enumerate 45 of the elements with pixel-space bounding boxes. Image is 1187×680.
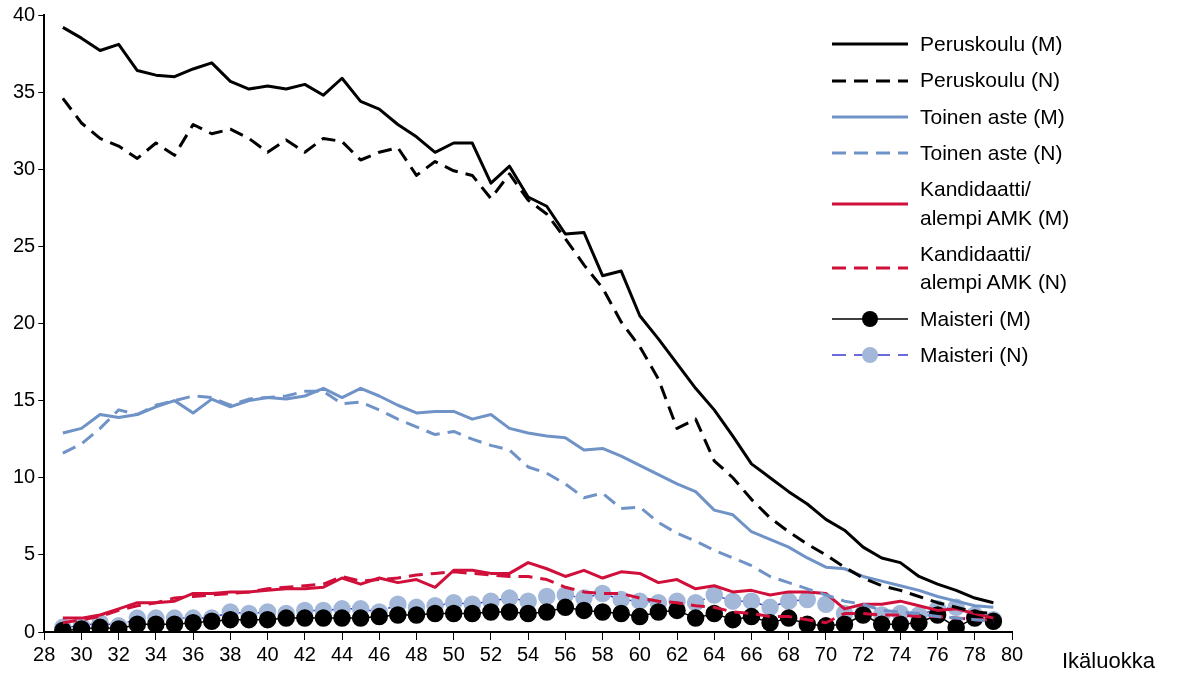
x-tick-label: 78: [963, 642, 986, 665]
x-tick-label: 72: [851, 642, 875, 665]
x-tick-label: 68: [777, 642, 800, 665]
legend-label: Kandidaatti/ alempi AMK (N): [920, 241, 1069, 296]
y-tick-label: 25: [13, 233, 36, 256]
y-tick-label: 15: [13, 388, 36, 411]
x-tick-label: 80: [1000, 642, 1024, 665]
x-tick-label: 56: [554, 642, 577, 665]
legend-label: Peruskoulu (N): [920, 67, 1062, 94]
x-tick-label: 50: [442, 642, 465, 665]
x-tick-label: 62: [665, 642, 689, 665]
x-tick-label: 32: [107, 642, 130, 665]
x-tick-label: 42: [293, 642, 316, 665]
y-tick-label: 20: [13, 311, 36, 334]
legend-label: Kandidaatti/ alempi AMK (M): [920, 176, 1071, 231]
x-axis-title: Ikäluokka: [1062, 648, 1155, 674]
y-tick-label: 5: [24, 542, 36, 565]
y-tick-label: 10: [13, 465, 36, 488]
x-tick-label: 36: [182, 642, 205, 665]
x-tick-label: 48: [405, 642, 428, 665]
x-tick-label: 30: [70, 642, 93, 665]
x-tick-label: 46: [368, 642, 391, 665]
x-tick-label: 70: [814, 642, 838, 665]
x-tick-label: 60: [628, 642, 651, 665]
x-tick-label: 74: [889, 642, 912, 665]
x-tick-label: 54: [517, 642, 540, 665]
legend-label: Peruskoulu (M): [920, 31, 1064, 57]
y-tick-label: 30: [13, 156, 36, 179]
x-tick-label: 58: [591, 642, 614, 665]
x-tick-label: 34: [144, 642, 168, 665]
y-tick-label: 35: [13, 79, 36, 102]
x-tick-label: 52: [479, 642, 503, 665]
x-tick-label: 28: [33, 642, 56, 665]
x-tick-label: 44: [330, 642, 354, 665]
x-tick-label: 64: [703, 642, 726, 665]
x-tick-label: 76: [926, 642, 949, 665]
y-tick-label: 40: [13, 2, 36, 25]
legend-label: Maisteri (M): [920, 305, 1032, 332]
legend-label: Toinen aste (M): [920, 103, 1066, 130]
legend-label: Maisteri (N): [920, 342, 1030, 369]
x-tick-label: 40: [256, 642, 279, 665]
legend-label: Toinen aste (N): [920, 140, 1064, 167]
y-tick-label: 0: [24, 619, 36, 642]
x-tick-label: 66: [740, 642, 763, 665]
x-tick-label: 38: [219, 642, 242, 665]
